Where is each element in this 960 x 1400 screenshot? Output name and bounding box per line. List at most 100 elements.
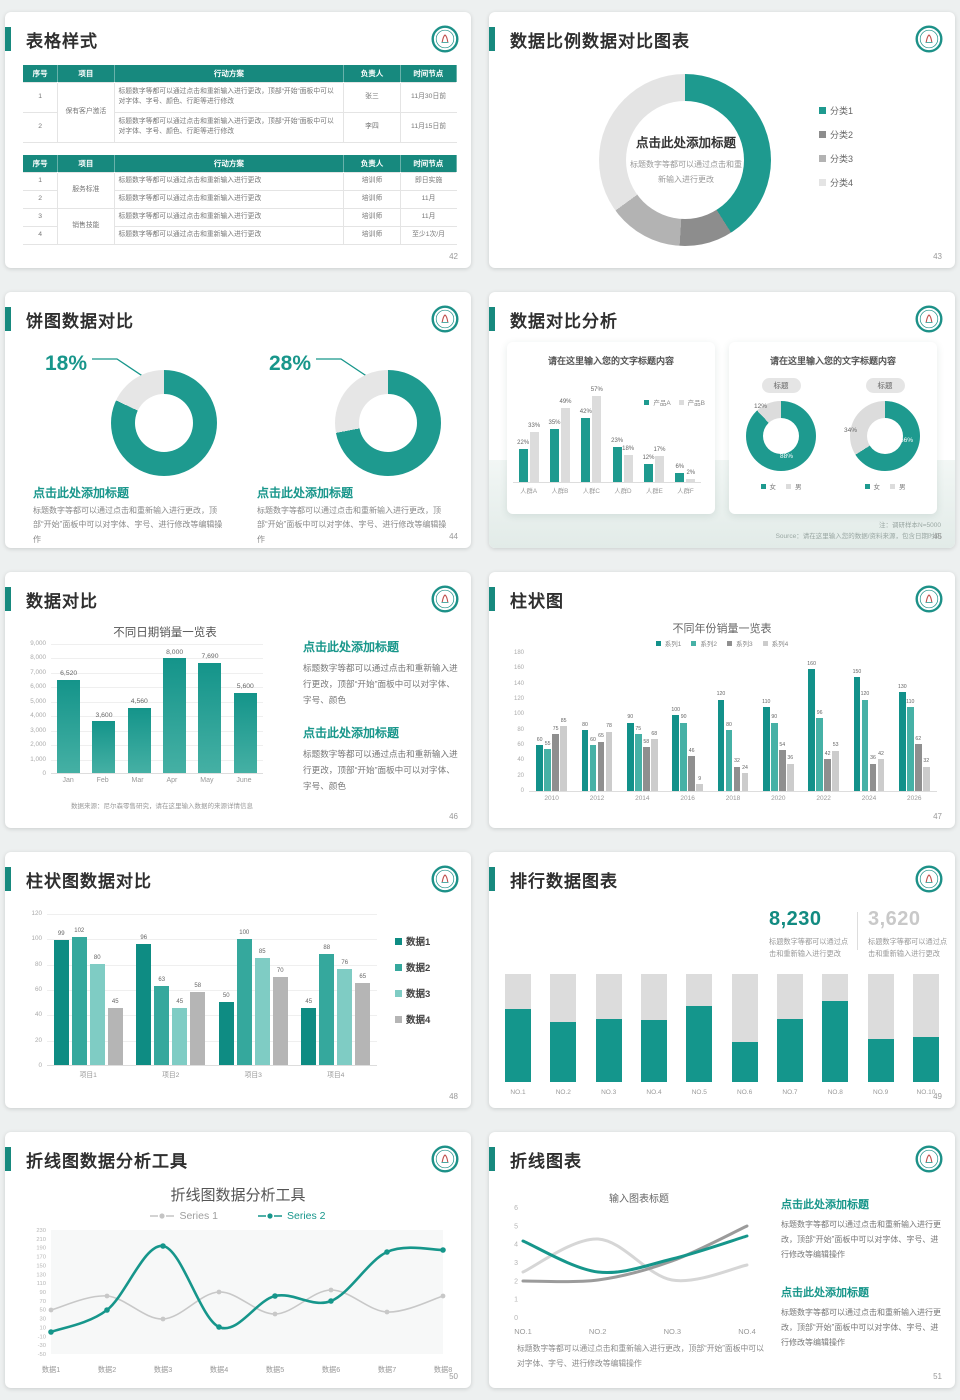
legend-item: Series 1 (150, 1210, 218, 1222)
slide-49[interactable]: 排行数据图表 8,230 标题数字等都可以通过点击和重新输入进行更改 3,620… (489, 852, 955, 1108)
bar-value-label: 102 (74, 927, 85, 934)
bar-value-label: 88 (323, 945, 331, 952)
bar-fill (595, 1019, 622, 1082)
plot-area: 22% 33% 35% 49% 42% 57% 23% 18% 12% 17% 6% 2% (513, 387, 701, 483)
y-tick-label: 90 (40, 1290, 46, 1296)
slide-42[interactable]: 表格样式 序号 项目 行动方案 负责人 时间节点 1 保有客户激活 标题数字等都可以通过点击和… (5, 12, 471, 268)
slide-title: 数据对比分析 (510, 311, 618, 331)
x-tick-label: 人群D (614, 488, 632, 495)
slide-43[interactable]: 数据比例数据对比图表 点击此处添加标题 标题数字等都可以通过点击和重新输入进行更… (489, 12, 955, 268)
cell-owner: 培训师 (343, 189, 401, 209)
data-point (104, 1307, 110, 1313)
x-tick-label: 数据3 (154, 1365, 172, 1374)
gender-donut (850, 401, 920, 471)
donut-wrap: 34% 66% (844, 401, 920, 471)
bar-group: 35% 49% (548, 391, 572, 482)
line-series (521, 1224, 749, 1284)
x-tick-label: NO.4 (646, 1089, 662, 1096)
legend-swatch (819, 179, 826, 186)
block-title: 点击此处添加标题 (257, 486, 354, 500)
data-point (48, 1329, 54, 1335)
bar-value-label: 49% (559, 398, 572, 405)
x-tick-label: 2012 (589, 795, 605, 802)
bar-value-label: 110 (906, 699, 915, 706)
chart-title: 折线图数据分析工具 (170, 1187, 306, 1204)
block-body: 标题数字等都可以通过点击和重新输入进行更改，顶部“开始”面板中可以对字体、字号、… (257, 506, 447, 544)
title-accent-bar (489, 27, 495, 51)
line-chart: 0 1 2 3 4 5 6 NO.1 NO.2 NO.3 NO.4 (507, 1202, 757, 1343)
x-tick-label: Jan (62, 777, 74, 784)
card-legend: 产品A 产品B (644, 397, 705, 407)
legend-label: 分类3 (830, 154, 854, 164)
y-tick-label: 110 (37, 1281, 46, 1287)
cell-no: 4 (23, 225, 59, 245)
bar-group: 96 63 45 58 (136, 914, 206, 1065)
slide-45[interactable]: 数据对比分析 请在这里输入您的文字标题内容 产品A 产品B 22% 33% 35% 49%… (489, 292, 955, 548)
bar-value-label: 3,600 (95, 711, 113, 719)
note-line-1: 注：调研样本N=5000 (879, 522, 941, 529)
bar: 23% (611, 438, 623, 482)
x-tick-label: 数据1 (42, 1365, 60, 1374)
percent-label: 18% (45, 352, 88, 375)
slide-44[interactable]: 饼图数据对比 18% 点击此处添加标题 标题数字等都可以通过点击和重新输入进行更改，… (5, 292, 471, 548)
slide-51[interactable]: 折线图表 输入图表标题 0 1 2 3 4 5 6 NO.1 NO.2 NO.3 NO.4 标题数字… (489, 1132, 955, 1388)
bar: 85 (560, 718, 567, 791)
slide-47[interactable]: 柱状图 不同年份销量一览表 系列1 系列2 系列3 系列4 60 55 75 85 80 60 6… (489, 572, 955, 828)
slide-46[interactable]: 数据对比 不同日期销量一览表 6,520 3,600 4,560 8,000 7,690… (5, 572, 471, 828)
bar-value-label: 96 (140, 935, 148, 942)
stat-caption: 标题数字等都可以通过点击和重新输入进行更改 (769, 937, 849, 959)
x-tick-label: 人群C (582, 488, 600, 495)
data-table: 序号 项目 行动方案 负责人 时间节点 1 服务标准 标题数字等都可以通过点击和重新输入进行更… (23, 155, 458, 245)
block-body: 标题数字等都可以通过点击和重新输入进行更改，顶部“开始”面板中可以对字体、字号、… (781, 1308, 941, 1347)
bar-value-label: 57% (590, 386, 603, 393)
bar-value-label: 42 (878, 750, 884, 757)
slide-48[interactable]: 柱状图数据对比 99 102 80 45 96 63 45 58 50 100 85 70 45 88 76… (5, 852, 471, 1108)
gridline (51, 759, 263, 761)
bar-value-label: 60 (590, 737, 596, 744)
y-tick-label: 0 (520, 788, 524, 794)
slide-50[interactable]: 折线图数据分析工具 折线图数据分析工具 Series 1 Series 2 -50… (5, 1132, 471, 1388)
x-tick-label: NO.5 (691, 1089, 707, 1096)
y-tick-label: -50 (38, 1352, 46, 1358)
footnote: 注：调研样本N=5000 Source：请在这里输入您的数据/资料来源，包含日期… (776, 520, 941, 542)
slide-title: 折线图数据分析工具 (26, 1151, 188, 1171)
slide-header: 排行数据图表 (489, 864, 943, 894)
bar-group: 4,560 (127, 644, 151, 773)
bar-groups: 6,520 3,600 4,560 8,000 7,690 5,600 (51, 644, 263, 773)
legend-label: 分类4 (830, 178, 854, 188)
y-tick-label: 9,000 (30, 640, 46, 647)
bar: 96 (816, 710, 823, 791)
data-point (328, 1287, 334, 1293)
cell-no: 1 (23, 81, 59, 113)
legend-marker-icon (258, 1213, 282, 1219)
bar: 58 (190, 983, 206, 1065)
bar-value-label: 120 (860, 691, 870, 698)
x-tick-label: 人群F (677, 488, 694, 495)
donut-column: 标题 12% 88% 女男 (735, 375, 827, 491)
bar-group: 42% 57% (580, 387, 603, 482)
bar-group: 12% 17% (642, 391, 665, 482)
line-series (521, 1234, 749, 1275)
bar-value-label: 78 (606, 723, 612, 730)
y-tick-label: 3,000 (30, 726, 46, 734)
x-tick-label: Apr (166, 777, 178, 784)
y-tick-label: 160 (513, 665, 524, 672)
bar-track (550, 974, 577, 1082)
bar-plot: 99 102 80 45 96 63 45 58 50 100 85 70 45 88 76 65 0 20 40 6… (19, 910, 377, 1080)
donut-chart (599, 74, 771, 246)
x-tick-label: 数据6 (322, 1365, 340, 1374)
data-point (48, 1307, 54, 1313)
y-tick-label: 7,000 (30, 668, 46, 676)
bar-value-label: 110 (762, 699, 771, 706)
donut-hole (867, 418, 903, 454)
line-series (49, 1244, 445, 1334)
bar-plot: 6,520 3,600 4,560 8,000 7,690 5,600 0 1,000 2,00… (19, 640, 263, 788)
column-header: 行动方案 (114, 155, 345, 172)
cell-no: 3 (23, 207, 59, 227)
x-tick-label: 2010 (544, 795, 559, 802)
bar-value-label: 75 (635, 725, 642, 732)
bar: 17% (653, 447, 665, 482)
bar: 75 (635, 726, 642, 791)
grouped-bar-chart: 99 102 80 45 96 63 45 58 50 100 85 70 45 88 76 65 0 20 40 6… (19, 910, 377, 1080)
bar-groups: 22% 33% 35% 49% 42% 57% 23% 18% 12% 17% 6% 2% (513, 387, 701, 482)
